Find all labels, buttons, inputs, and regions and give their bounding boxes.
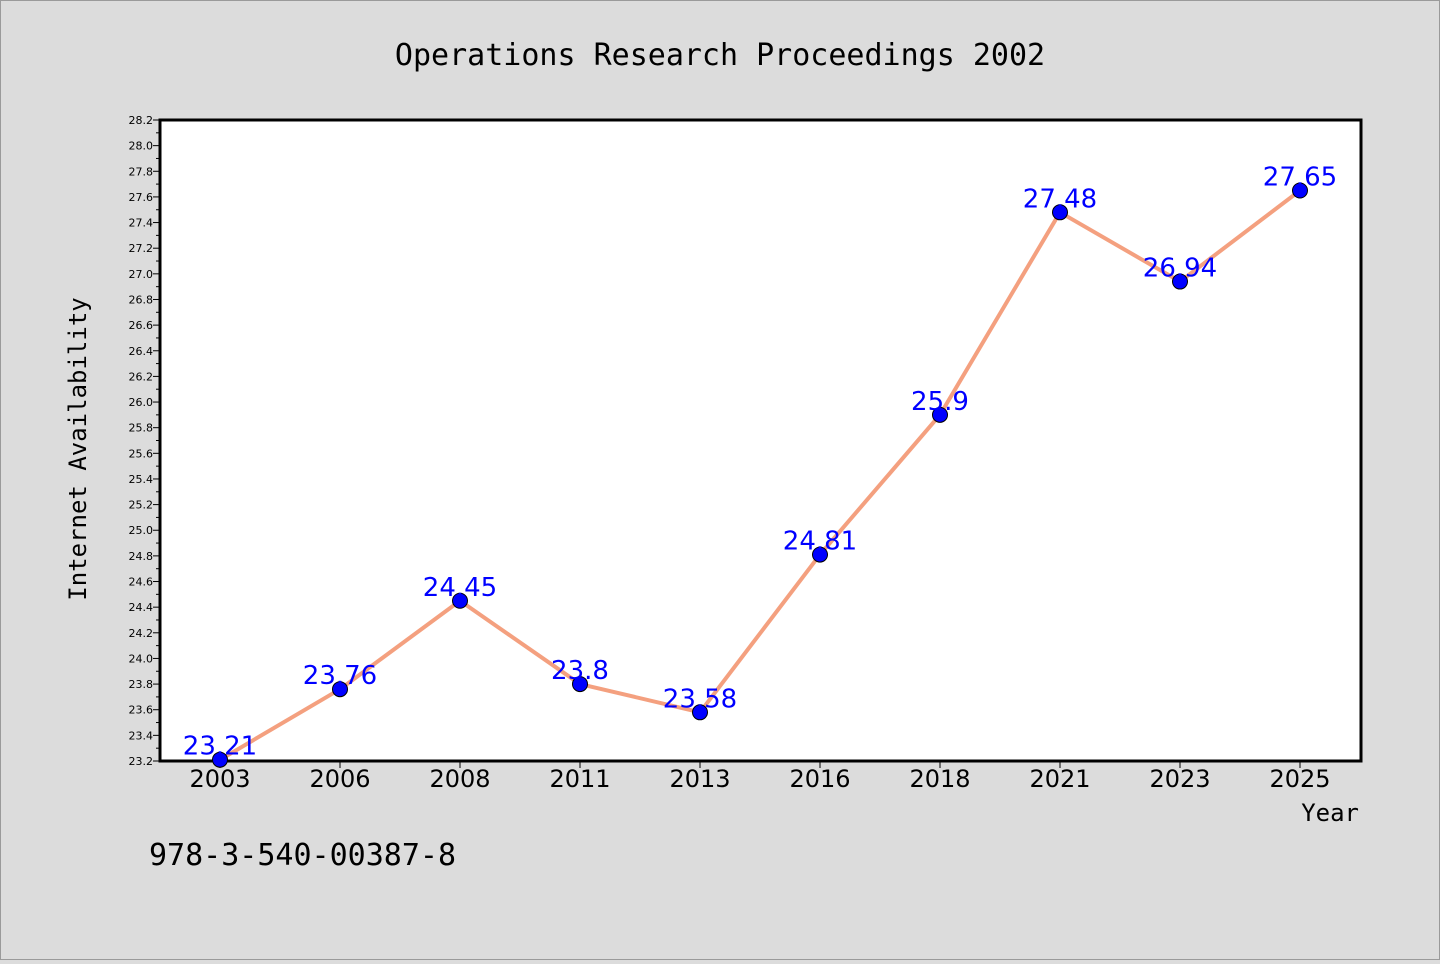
data-point-8: [1172, 273, 1188, 290]
y-tick-label-23: 27.8: [129, 165, 154, 178]
y-tick-label-15: 26.2: [129, 370, 154, 383]
y-tick-label-25: 28.2: [129, 114, 154, 127]
y-tick-label-4: 24.0: [129, 652, 154, 665]
data-label-3: 23.8: [551, 656, 609, 686]
data-point-5: [812, 546, 828, 563]
y-tick-label-18: 26.8: [129, 293, 154, 306]
data-label-9: 27.65: [1263, 163, 1337, 193]
x-tick-label-0: 2003: [189, 765, 250, 793]
data-point-1: [332, 681, 348, 698]
data-point-3: [572, 676, 588, 693]
isbn-footer: 978-3-540-00387-8: [149, 838, 456, 873]
y-tick-label-24: 28.0: [129, 140, 154, 153]
series-line: [218, 188, 1302, 762]
data-label-7: 27.48: [1023, 184, 1097, 214]
y-tick-label-1: 23.4: [129, 729, 154, 742]
series-polyline: [218, 188, 1302, 762]
y-tick-label-5: 24.2: [129, 627, 154, 640]
y-tick-label-6: 24.4: [129, 601, 154, 614]
y-tick-label-11: 25.4: [129, 473, 154, 486]
y-tick-label-14: 26.0: [129, 396, 154, 409]
data-point-2: [452, 592, 468, 609]
y-tick-label-12: 25.6: [129, 447, 154, 460]
y-tick-label-13: 25.8: [129, 422, 154, 435]
x-tick-label-2: 2008: [429, 765, 490, 793]
y-tick-label-2: 23.6: [129, 704, 154, 717]
x-tick-label-9: 2025: [1269, 765, 1330, 793]
data-label-0: 23.21: [183, 732, 257, 762]
x-tick-label-6: 2018: [909, 765, 970, 793]
data-point-7: [1052, 204, 1068, 221]
data-label-2: 24.45: [423, 573, 497, 603]
y-tick-label-21: 27.4: [129, 217, 154, 230]
data-point-9: [1292, 182, 1308, 199]
y-tick-label-3: 23.8: [129, 678, 154, 691]
data-label-8: 26.94: [1143, 254, 1217, 284]
y-tick-label-20: 27.2: [129, 242, 154, 255]
x-tick-label-4: 2013: [669, 765, 730, 793]
y-tick-label-9: 25.0: [129, 524, 154, 537]
y-tick-label-19: 27.0: [129, 268, 154, 281]
data-labels: 23.21 23.76 24.45 23.8 23.58 24.81 25.9 27.48 26…: [183, 163, 1337, 762]
x-tick-label-3: 2011: [549, 765, 610, 793]
y-axis: 23.2 23.4 23.6 23.8 24.0 24.2 24.4 24.6 24.8 25.0…: [129, 114, 160, 768]
x-axis: 2003 2006 2008 2011 2013 2016 2018 2021 2023 2025: [189, 761, 1331, 793]
data-point-0: [212, 751, 228, 768]
x-tick-label-8: 2023: [1149, 765, 1210, 793]
y-tick-label-0: 23.2: [129, 755, 154, 768]
series-markers: [212, 182, 1308, 768]
y-tick-label-7: 24.6: [129, 576, 154, 589]
data-point-6: [932, 406, 948, 423]
x-tick-label-1: 2006: [309, 765, 370, 793]
y-tick-label-10: 25.2: [129, 499, 154, 512]
plot-area: [158, 118, 1363, 763]
x-axis-label: Year: [1301, 799, 1359, 827]
y-axis-label: Internet Availability: [64, 297, 92, 600]
y-tick-label-22: 27.6: [129, 191, 154, 204]
chart-title: Operations Research Proceedings 2002: [395, 38, 1045, 73]
x-tick-label-5: 2016: [789, 765, 850, 793]
y-tick-label-17: 26.6: [129, 319, 154, 332]
data-label-6: 25.9: [911, 387, 969, 417]
y-tick-label-16: 26.4: [129, 345, 154, 358]
data-label-4: 23.58: [663, 684, 737, 714]
data-label-1: 23.76: [303, 661, 377, 691]
y-tick-label-8: 24.8: [129, 550, 154, 563]
data-point-4: [692, 704, 708, 721]
x-tick-label-7: 2021: [1029, 765, 1090, 793]
data-label-5: 24.81: [783, 527, 857, 557]
